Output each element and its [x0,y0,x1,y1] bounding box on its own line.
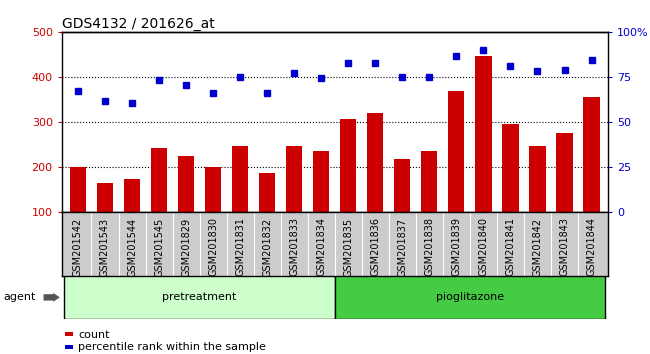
Text: GSM201830: GSM201830 [208,217,218,276]
Bar [286,146,302,258]
Bar [64,276,335,319]
Text: GSM201841: GSM201841 [506,217,515,276]
Bar [151,148,167,258]
Text: GSM201843: GSM201843 [560,217,569,276]
Text: GSM201840: GSM201840 [478,217,488,276]
Bar [556,133,573,258]
Bar [232,146,248,258]
Text: GSM201545: GSM201545 [154,217,164,277]
Text: GSM201543: GSM201543 [100,217,110,276]
Text: GSM201833: GSM201833 [289,217,299,276]
Bar [335,276,605,319]
Text: percentile rank within the sample: percentile rank within the sample [78,342,266,352]
Text: GSM201838: GSM201838 [424,217,434,276]
Bar [178,156,194,258]
Text: GSM201837: GSM201837 [397,217,408,276]
Text: GSM201842: GSM201842 [532,217,543,276]
Bar [367,113,383,258]
Bar [475,56,491,258]
Bar [205,167,221,258]
Bar [97,183,113,258]
Text: GSM201844: GSM201844 [586,217,597,276]
Text: GSM201834: GSM201834 [317,217,326,276]
Bar [584,97,600,258]
Text: count: count [78,330,109,339]
Bar [313,150,330,258]
Bar [124,179,140,258]
Text: GSM201839: GSM201839 [451,217,462,276]
Bar [70,167,86,258]
Text: GSM201544: GSM201544 [127,217,137,276]
Text: GSM201836: GSM201836 [370,217,380,276]
Bar [421,150,437,258]
Text: GSM201832: GSM201832 [262,217,272,276]
Text: GSM201542: GSM201542 [73,217,83,277]
Bar [502,124,519,258]
Text: GSM201829: GSM201829 [181,217,191,276]
Bar [259,173,276,258]
Text: GSM201831: GSM201831 [235,217,245,276]
Text: GDS4132 / 201626_at: GDS4132 / 201626_at [62,17,214,31]
Bar [340,119,356,258]
Text: GSM201835: GSM201835 [343,217,353,276]
Text: pioglitazone: pioglitazone [436,292,504,302]
Bar [448,91,465,258]
Text: agent: agent [3,292,36,302]
Bar [394,159,410,258]
Text: pretreatment: pretreatment [162,292,237,302]
Bar [529,145,545,258]
